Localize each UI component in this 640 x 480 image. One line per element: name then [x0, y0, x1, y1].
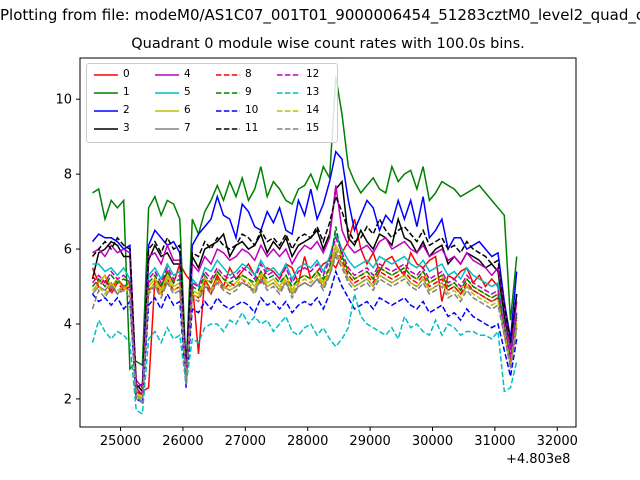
legend-label: 5 [184, 86, 191, 98]
legend-label: 8 [245, 68, 252, 80]
legend-label: 7 [184, 122, 191, 134]
legend-label: 2 [123, 104, 130, 116]
series-line-5 [92, 231, 518, 401]
legend-label: 6 [184, 104, 191, 116]
legend-swatch [155, 74, 179, 76]
legend-swatch [155, 110, 179, 112]
figure-suptitle: Plotting from file: modeM0/AS1C07_001T01… [0, 6, 640, 24]
x-tick-label: 29000 [349, 434, 390, 449]
legend-swatch [155, 92, 179, 94]
legend-swatch [277, 128, 301, 130]
legend-swatch [94, 92, 118, 94]
x-tick-label: 32000 [537, 434, 578, 449]
series-line-11 [91, 194, 518, 394]
x-axis: 25000 26000 27000 28000 29000 30000 31000 32000 [100, 427, 578, 449]
series-line-15 [91, 254, 518, 404]
series-layer [91, 76, 518, 416]
x-tick-label: 27000 [225, 434, 266, 449]
x-tick-label: 30000 [412, 434, 453, 449]
y-tick-label: 10 [55, 93, 72, 108]
y-axis: 2 4 6 8 10 [55, 93, 80, 407]
legend-swatch [155, 128, 179, 130]
legend-swatch [216, 110, 240, 112]
x-offset-label: +4.803e8 [506, 452, 571, 467]
legend-label: 0 [123, 68, 130, 80]
legend-swatch [94, 128, 118, 130]
y-tick-label: 8 [64, 168, 72, 183]
chart-legend: 0 1 2 3 4 5 6 7 8 9 10 11 12 13 14 15 [86, 63, 338, 143]
legend-label: 15 [306, 122, 320, 134]
y-tick-label: 6 [64, 243, 72, 258]
series-line-2 [91, 150, 518, 390]
series-line-10 [91, 269, 518, 404]
axes-frame [79, 57, 577, 428]
legend-label: 3 [123, 122, 130, 134]
legend-label: 1 [123, 86, 130, 98]
legend-swatch [94, 110, 118, 112]
x-tick-label: 31000 [474, 434, 515, 449]
legend-swatch [277, 74, 301, 76]
series-line-1 [92, 76, 518, 371]
legend-swatch [216, 128, 240, 130]
series-line-12 [91, 235, 518, 398]
series-line-4 [92, 185, 518, 390]
legend-label: 14 [306, 104, 320, 116]
legend-label: 10 [245, 104, 259, 116]
y-tick-label: 2 [64, 392, 72, 407]
x-tick-label: 28000 [287, 434, 328, 449]
legend-label: 4 [184, 68, 191, 80]
legend-swatch [216, 74, 240, 76]
legend-swatch [277, 92, 301, 94]
legend-swatch [94, 74, 118, 76]
legend-swatch [216, 92, 240, 94]
y-tick-label: 4 [64, 317, 72, 332]
legend-label: 11 [245, 122, 259, 134]
legend-label: 9 [245, 86, 252, 98]
series-line-13 [91, 293, 518, 416]
x-tick-label: 26000 [162, 434, 203, 449]
series-line-14 [92, 246, 518, 401]
x-tick-label: 25000 [100, 434, 141, 449]
legend-label: 13 [306, 86, 320, 98]
legend-swatch [277, 110, 301, 112]
chart-title: Quadrant 0 module wise count rates with … [131, 36, 525, 52]
series-line-9 [91, 226, 518, 398]
legend-label: 12 [306, 68, 320, 80]
